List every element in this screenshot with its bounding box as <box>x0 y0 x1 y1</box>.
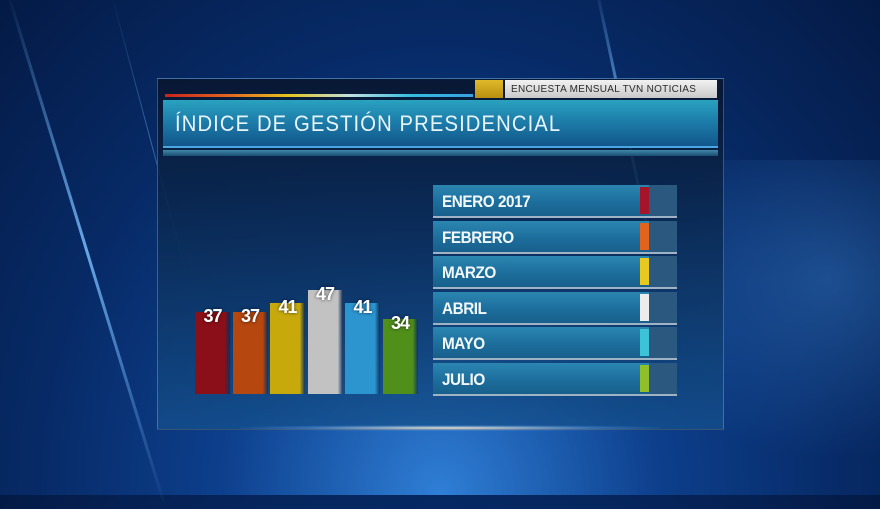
bar-febrero: 37 <box>232 306 268 394</box>
title-bar: ÍNDICE DE GESTIÓN PRESIDENCIAL <box>163 100 718 148</box>
bar-marzo: 41 <box>270 297 305 394</box>
source-label: ENCUESTA MENSUAL TVN NOTICIAS <box>505 80 717 98</box>
bar-value-label: 47 <box>315 284 335 304</box>
bar-enero-2017: 37 <box>195 306 230 394</box>
legend-swatch <box>640 222 649 250</box>
legend-label: ABRIL <box>442 298 487 318</box>
legend-row-end <box>649 220 677 252</box>
legend-row-end <box>649 185 677 216</box>
legend-swatch <box>640 329 649 357</box>
panel-glow <box>240 425 660 431</box>
chart-title: ÍNDICE DE GESTIÓN PRESIDENCIAL <box>175 111 562 136</box>
legend-swatch <box>640 187 649 214</box>
legend-item: MAYO <box>433 327 677 361</box>
legend-label: MAYO <box>442 334 485 354</box>
legend-row-end <box>649 291 677 323</box>
legend-label: ENERO 2017 <box>442 192 531 211</box>
legend-row-end <box>649 327 677 359</box>
legend-row-end <box>649 256 677 288</box>
legend-label: MARZO <box>442 263 496 283</box>
legend-item: ABRIL <box>433 291 677 325</box>
legend-item: MARZO <box>433 256 677 290</box>
legend-row-end <box>649 362 677 394</box>
background-light-streak <box>6 0 167 509</box>
color-stripe <box>165 94 473 97</box>
bar-julio: 34 <box>382 313 418 394</box>
legend-item: JULIO <box>433 362 677 396</box>
legend-label: JULIO <box>442 369 485 389</box>
bar-value-label: 41 <box>353 297 372 317</box>
bar-value-label: 41 <box>278 297 297 317</box>
bar-value-label: 37 <box>203 306 222 326</box>
bar-value-label: 34 <box>390 313 410 333</box>
accent-tab <box>475 80 503 98</box>
legend: ENERO 2017 FEBRERO MARZO ABRIL MAYO JULIO <box>433 185 677 399</box>
bar-value-label: 37 <box>240 306 260 326</box>
legend-swatch <box>640 364 649 392</box>
title-underbar <box>163 150 718 156</box>
legend-item: ENERO 2017 <box>433 185 677 218</box>
legend-swatch <box>640 293 649 321</box>
bar-mayo: 41 <box>345 297 380 394</box>
legend-swatch <box>640 258 649 286</box>
legend-label: FEBRERO <box>442 227 514 247</box>
legend-item: FEBRERO <box>433 220 677 254</box>
bar-chart: 37 37 41 47 41 34 <box>195 270 418 394</box>
bar-abril: 47 <box>307 284 343 394</box>
